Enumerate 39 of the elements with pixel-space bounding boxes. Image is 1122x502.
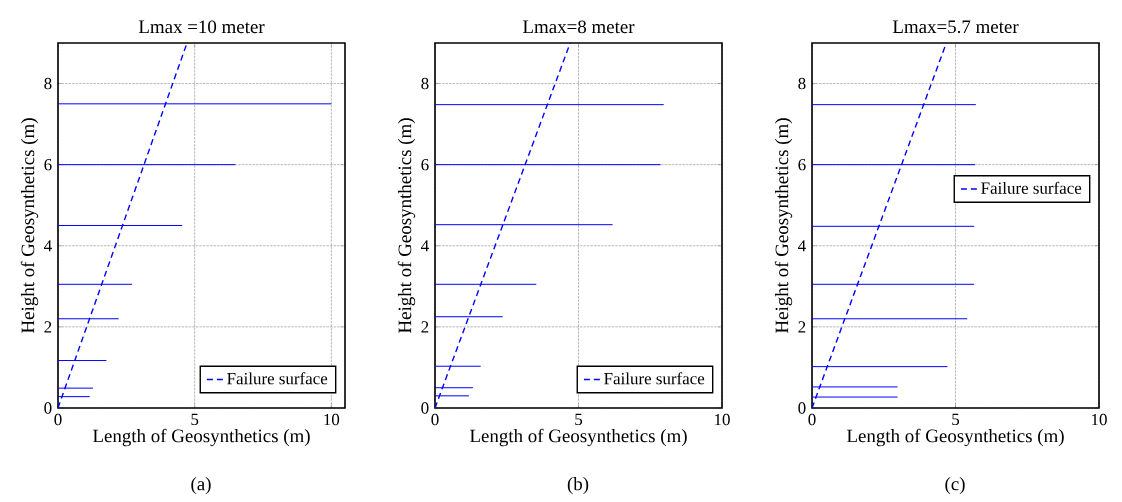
legend-label: Failure surface	[604, 372, 705, 385]
y-tick-label: 0	[421, 402, 429, 414]
chart-title: Lmax=5.7 meter	[892, 20, 1019, 34]
x-tick-label: 10	[324, 413, 340, 426]
y-axis-title: Height of Geosynthetics (m)	[397, 118, 416, 333]
y-tick-label: 6	[798, 158, 806, 171]
y-tick-label: 0	[44, 402, 52, 414]
x-tick-label: 5	[575, 413, 583, 426]
y-tick-label: 8	[798, 77, 806, 90]
y-tick-label: 2	[44, 321, 52, 333]
y-tick-label: 6	[44, 158, 52, 171]
x-tick-label: 10	[715, 413, 730, 426]
text: (c)	[945, 477, 965, 495]
text: (a)	[191, 477, 211, 495]
chart-title: Lmax =10 meter	[138, 20, 265, 34]
y-axis-title: Height of Geosynthetics (m)	[20, 118, 39, 333]
legend-label: Failure surface	[227, 372, 328, 385]
x-tick-label: 10	[1092, 413, 1107, 426]
y-axis-title: Height of Geosynthetics (m)	[774, 118, 793, 333]
y-tick-label: 4	[798, 240, 806, 252]
x-tick-label: 0	[808, 413, 816, 426]
x-tick-label: 5	[191, 413, 199, 426]
x-axis-title: Length of Geosynthetics (m)	[846, 428, 1064, 447]
text: (b)	[567, 477, 589, 495]
chart-title: Lmax=8 meter	[523, 20, 635, 34]
y-tick-label: 0	[798, 402, 806, 414]
x-tick-label: 5	[952, 413, 960, 426]
y-tick-label: 6	[421, 158, 429, 171]
x-axis-title: Length of Geosynthetics (m)	[469, 428, 687, 447]
legend-label: Failure surface	[981, 181, 1082, 194]
x-tick-label: 0	[431, 413, 439, 426]
y-tick-label: 8	[44, 77, 52, 90]
x-axis-title: Length of Geosynthetics (m)	[92, 428, 310, 447]
y-tick-label: 2	[798, 321, 806, 333]
x-tick-label: 0	[54, 413, 62, 426]
y-tick-label: 4	[44, 240, 52, 252]
y-tick-label: 2	[421, 321, 429, 333]
y-tick-label: 8	[421, 77, 429, 90]
y-tick-label: 4	[421, 240, 429, 252]
